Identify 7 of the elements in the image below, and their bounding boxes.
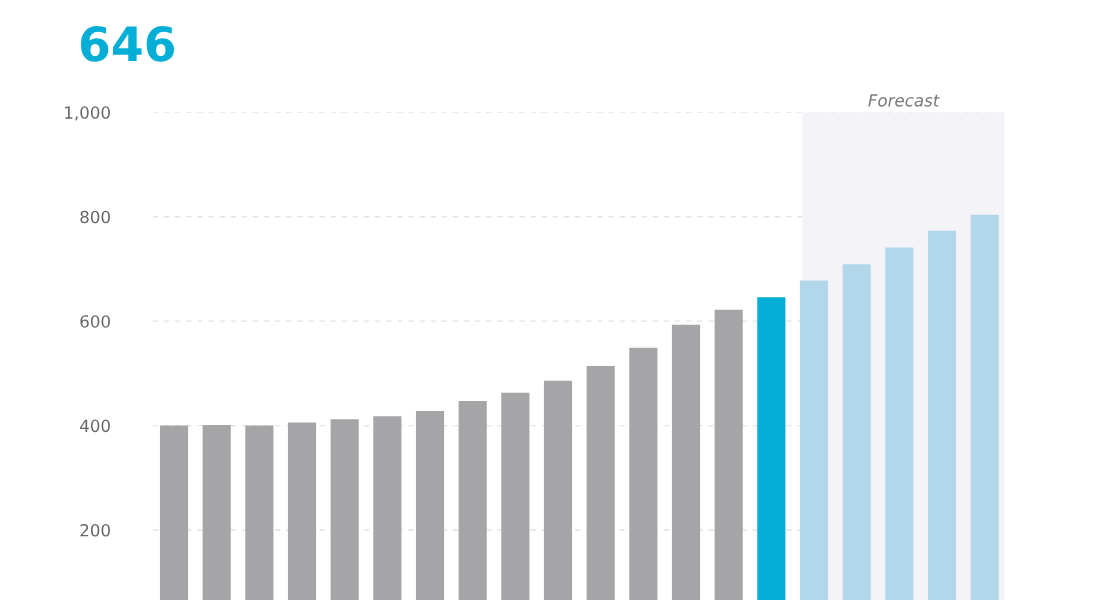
y-tick-label: 800	[80, 210, 110, 224]
y-tick-label: 600	[80, 315, 110, 328]
chart-title: 646	[80, 26, 175, 62]
y-tick-label: 1,000	[65, 106, 110, 121]
y-tick-label: 400	[80, 419, 110, 433]
text: Forecast	[868, 94, 940, 107]
y-tick-label: 200	[80, 523, 110, 537]
